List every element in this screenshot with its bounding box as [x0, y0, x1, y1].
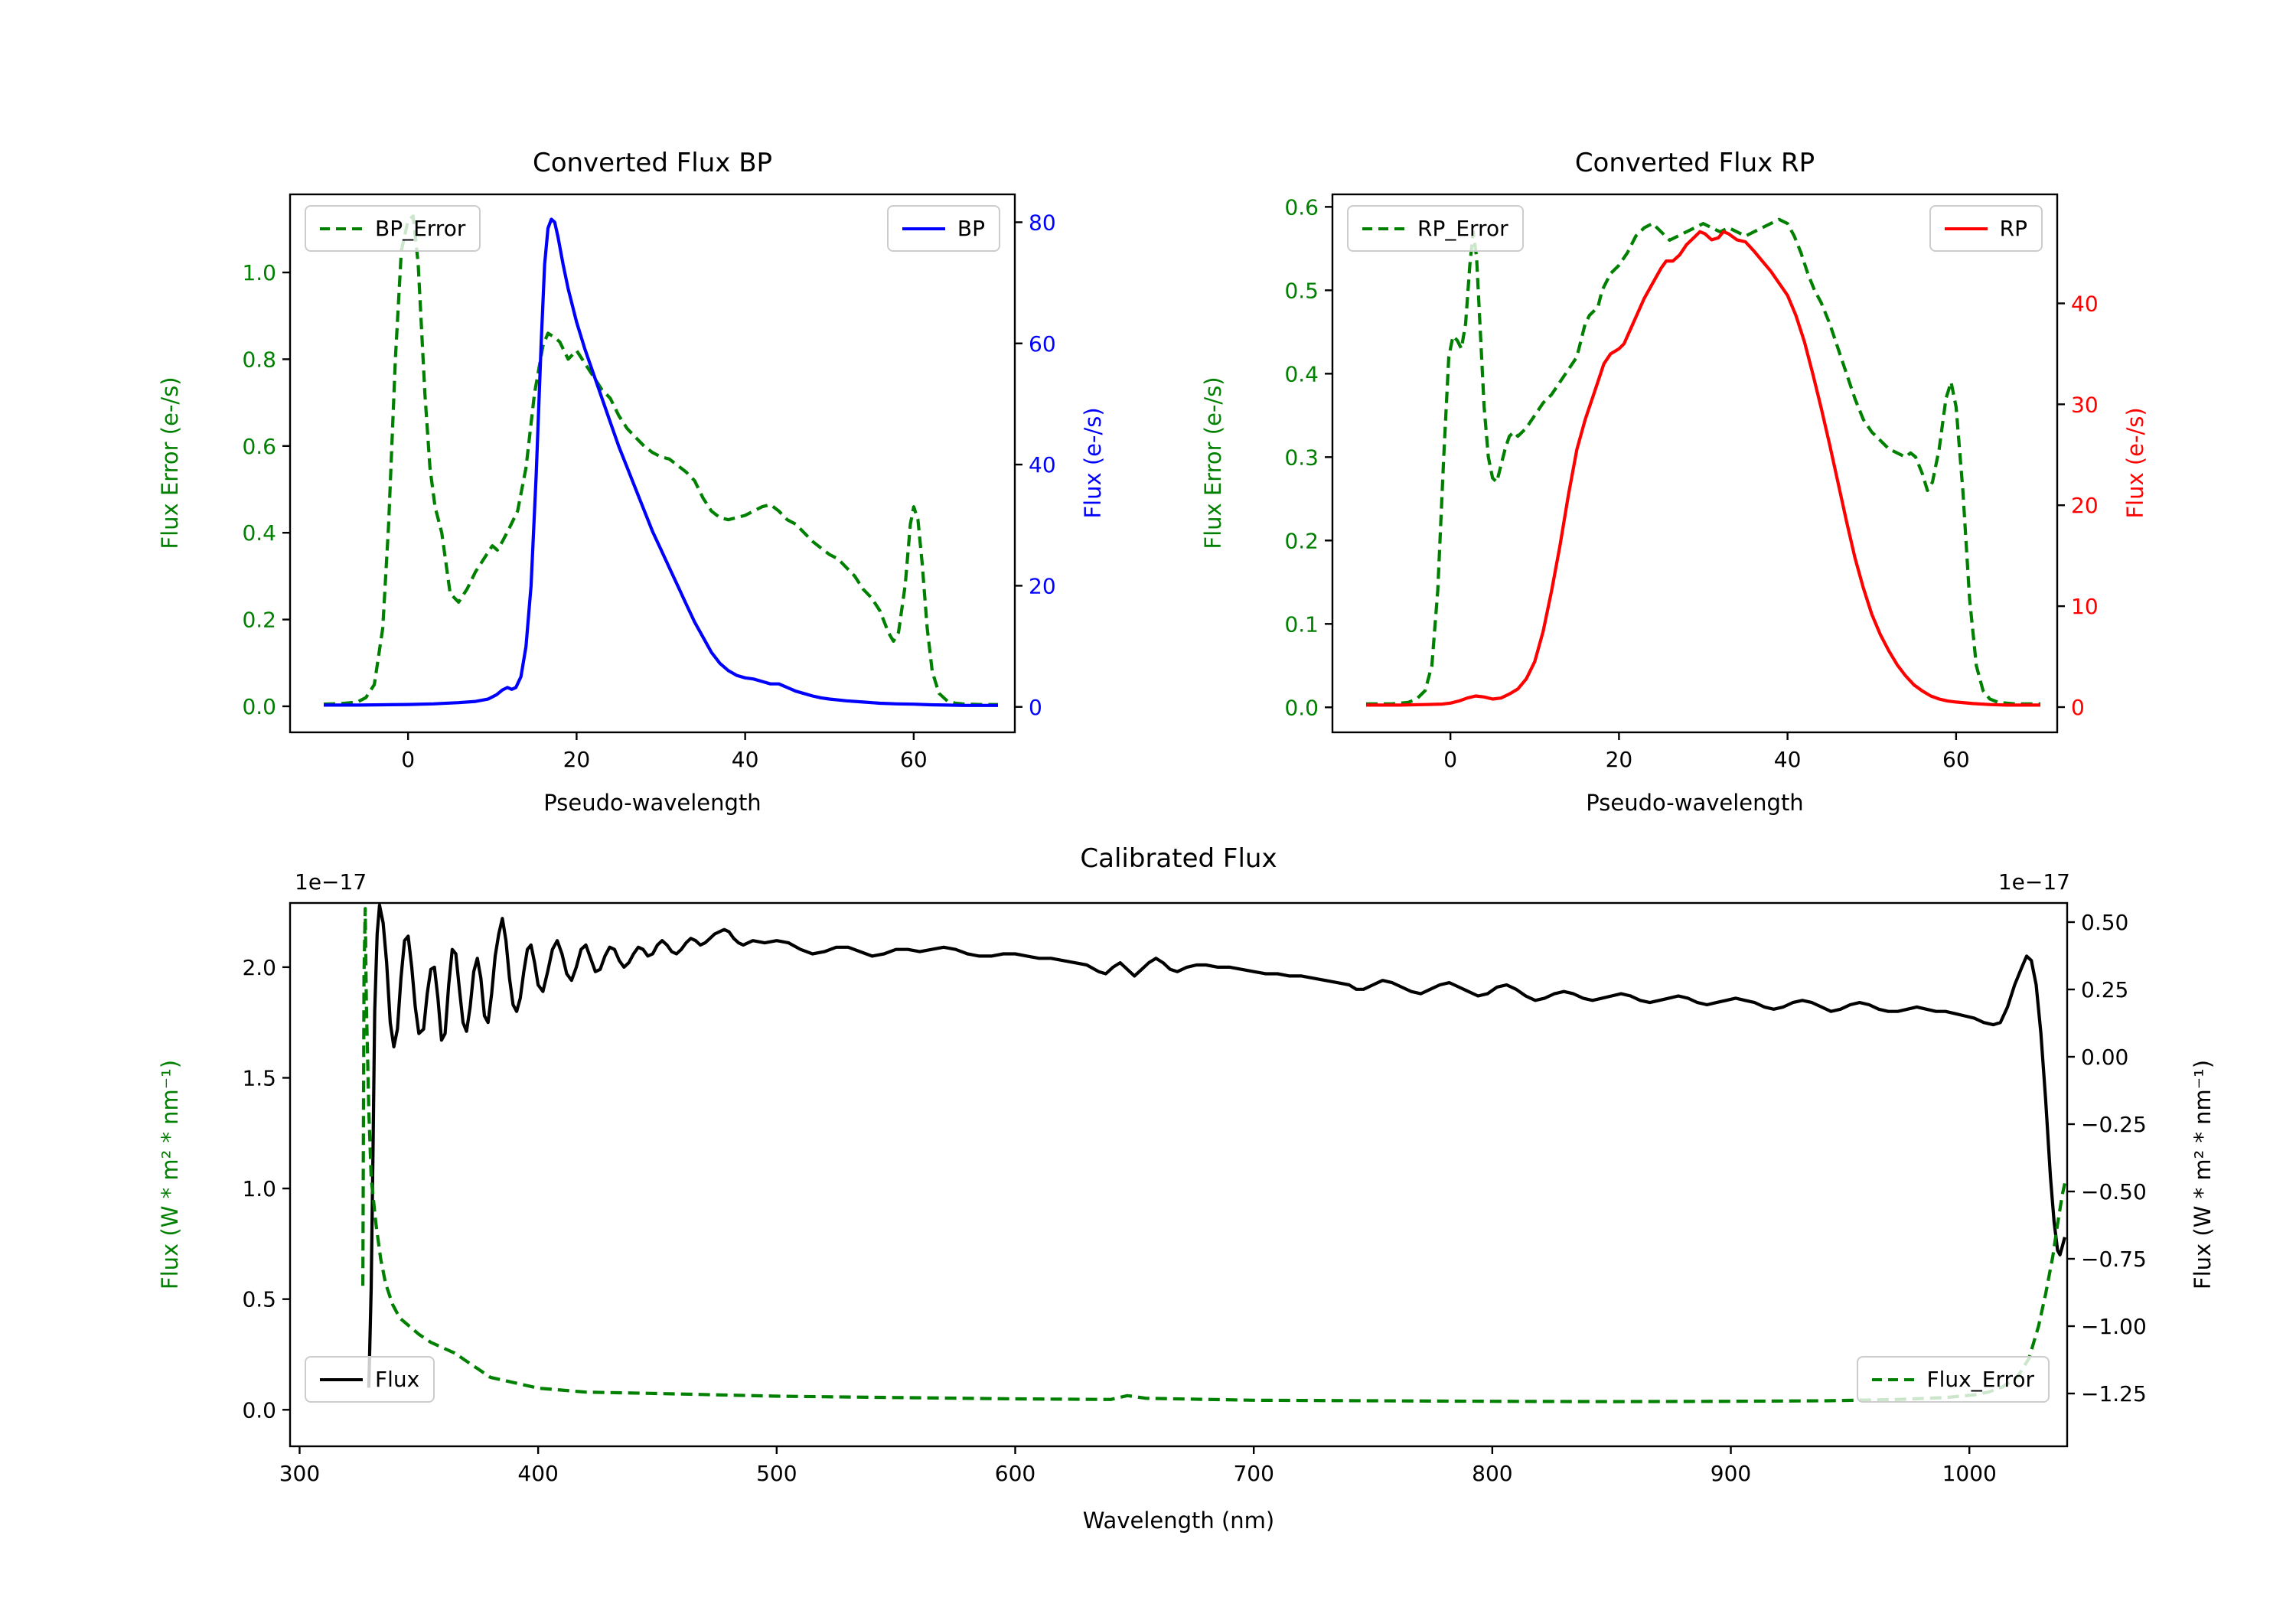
ylabel-calibrated-right: Flux (W * m² * nm⁻¹) — [2190, 1059, 2216, 1290]
x-tick-label: 0 — [1443, 747, 1457, 772]
legend-flux-error: Flux_Error — [1856, 1356, 2050, 1403]
legend-label: Flux — [375, 1367, 420, 1392]
legend-rp: RP — [1929, 205, 2043, 252]
y-tick-label-left: 1.0 — [242, 1176, 276, 1201]
xlabel-bp: Pseudo-wavelength — [543, 790, 762, 816]
y-tick-label-left: 0.0 — [242, 1397, 276, 1423]
y-tick-label-right: 60 — [1029, 331, 1056, 357]
y-tick-label-left: 0.0 — [1284, 695, 1319, 720]
y-tick-label-right: 40 — [2071, 291, 2099, 316]
axes-box — [289, 901, 2069, 1448]
solid-line-swatch — [902, 227, 945, 230]
chart-title-calibrated: Calibrated Flux — [1080, 843, 1277, 874]
y-tick-label-right: −1.00 — [2081, 1314, 2147, 1339]
chart-title-bp: Converted Flux BP — [532, 148, 773, 178]
y-tick-label-right: −0.75 — [2081, 1247, 2147, 1272]
y-tick-label-right: 0.25 — [2081, 977, 2128, 1002]
y-tick-label-left: 1.0 — [242, 260, 276, 285]
BP_Error-curve — [323, 214, 998, 706]
y-tick-label-right: 10 — [2071, 594, 2099, 619]
RP_Error-curve — [1366, 217, 2040, 706]
y-tick-label-left: 0.4 — [1284, 361, 1319, 386]
legend-label: RP_Error — [1417, 216, 1508, 241]
legend-label: Flux_Error — [1926, 1367, 2034, 1392]
y-tick-label-left: 0.4 — [242, 520, 276, 546]
y-tick-label-right: −0.25 — [2081, 1112, 2147, 1137]
legend-label: RP — [1999, 216, 2027, 241]
chart-bp: 0 20 40 60 0.0 0.2 0.4 0.6 0.8 1.0 0 20 40 60 80 — [242, 193, 1056, 772]
offset-text-left: 1e−17 — [295, 869, 367, 895]
y-tick-label-left: 0.6 — [242, 434, 276, 459]
x-tick-label: 60 — [1942, 747, 1970, 772]
Flux-curve — [367, 903, 2066, 1388]
dashed-line-swatch — [1362, 227, 1405, 230]
legend-bp: BP — [886, 205, 1000, 252]
y-tick-label-right: 0.00 — [2081, 1045, 2128, 1070]
x-tick-label: 800 — [1472, 1461, 1512, 1486]
xlabel-calibrated: Wavelength (nm) — [1082, 1508, 1275, 1534]
chart-rp: 0 20 40 60 0.0 0.1 0.2 0.3 0.4 0.5 0.6 0 10 20 30 40 — [1284, 193, 2099, 772]
legend-label: BP — [957, 216, 985, 241]
x-tick-label: 40 — [1774, 747, 1802, 772]
xlabel-rp: Pseudo-wavelength — [1586, 790, 1804, 816]
y-tick-label-left: 0.2 — [1284, 528, 1319, 553]
RP-curve — [1366, 230, 2040, 707]
y-tick-label-left: 0.5 — [242, 1287, 276, 1312]
ylabel-rp-left: Flux Error (e-/s) — [1200, 376, 1226, 549]
y-tick-label-left: 1.5 — [242, 1065, 276, 1090]
ylabel-bp-left: Flux Error (e-/s) — [157, 376, 183, 549]
x-tick-label: 700 — [1233, 1461, 1274, 1486]
y-tick-label-left: 0.5 — [1284, 278, 1319, 303]
y-tick-label-right: 0.50 — [2081, 910, 2128, 935]
x-tick-label: 60 — [900, 747, 928, 772]
legend-label: BP_Error — [375, 216, 466, 241]
legend-bp-error: BP_Error — [305, 205, 481, 252]
y-tick-label-left: 2.0 — [242, 955, 276, 980]
offset-text-right: 1e−17 — [1998, 869, 2070, 895]
y-tick-label-right: 20 — [2071, 493, 2099, 518]
x-tick-label: 20 — [563, 747, 591, 772]
y-tick-label-left: 0.0 — [242, 694, 276, 719]
y-tick-label-right: 30 — [2071, 392, 2099, 417]
y-tick-label-left: 0.8 — [242, 347, 276, 372]
y-tick-label-left: 0.2 — [242, 608, 276, 633]
y-tick-label-right: −0.50 — [2081, 1179, 2147, 1204]
y-tick-label-left: 0.6 — [1284, 194, 1319, 220]
ylabel-calibrated-left: Flux (W * m² * nm⁻¹) — [157, 1059, 183, 1290]
y-tick-label-right: 40 — [1029, 452, 1056, 478]
y-tick-label-right: −1.25 — [2081, 1381, 2147, 1407]
y-tick-label-right: 20 — [1029, 573, 1056, 598]
x-tick-label: 40 — [732, 747, 759, 772]
y-tick-label-right: 0 — [2071, 695, 2085, 720]
x-tick-label: 0 — [401, 747, 415, 772]
y-tick-label-right: 80 — [1029, 210, 1056, 235]
axes-box — [289, 193, 1016, 734]
x-tick-label: 20 — [1606, 747, 1633, 772]
y-tick-label-left: 0.1 — [1284, 611, 1319, 637]
solid-line-swatch — [320, 1377, 363, 1381]
ylabel-rp-right: Flux (e-/s) — [2122, 407, 2148, 519]
x-tick-label: 900 — [1711, 1461, 1751, 1486]
dashed-line-swatch — [320, 227, 363, 230]
x-tick-label: 600 — [995, 1461, 1035, 1486]
solid-line-swatch — [1944, 227, 1988, 230]
x-tick-label: 400 — [517, 1461, 558, 1486]
Flux_Error-curve — [361, 907, 2066, 1403]
legend-flux: Flux — [305, 1356, 435, 1403]
x-tick-label: 300 — [279, 1461, 320, 1486]
x-tick-label: 500 — [756, 1461, 797, 1486]
ylabel-bp-right: Flux (e-/s) — [1080, 407, 1106, 519]
x-tick-label: 1000 — [1942, 1461, 1997, 1486]
y-tick-label-left: 0.3 — [1284, 445, 1319, 470]
axes-box — [1331, 193, 2059, 734]
chart-cal: 300 400 500 600 700 800 900 1000 0.0 0.5 1.0 1.5 2.0… — [242, 901, 2147, 1486]
y-tick-label-right: 0 — [1029, 695, 1042, 720]
BP-curve — [324, 217, 998, 707]
legend-rp-error: RP_Error — [1347, 205, 1524, 252]
dashed-line-swatch — [1871, 1377, 1915, 1381]
chart-title-rp: Converted Flux RP — [1574, 148, 1815, 178]
